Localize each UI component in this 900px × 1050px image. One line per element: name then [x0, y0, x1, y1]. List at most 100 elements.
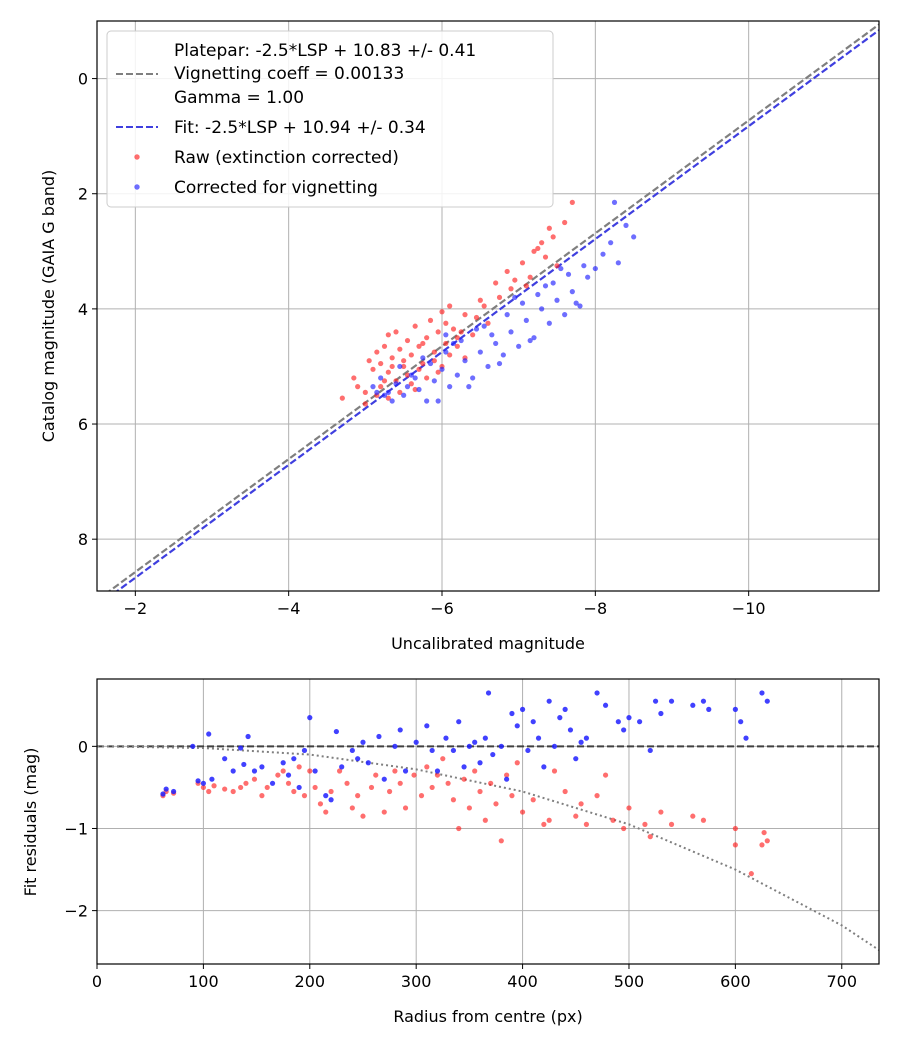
- raw-point: [424, 335, 430, 341]
- x-tick-label: 100: [188, 972, 219, 991]
- legend-corrected-label: Corrected for vignetting: [174, 178, 378, 198]
- raw-point: [378, 384, 384, 390]
- raw-residual-point: [434, 772, 441, 778]
- top-axes-frame: [96, 20, 880, 592]
- corrected-residual-point: [280, 760, 286, 766]
- raw-point: [385, 332, 391, 338]
- vignetting-curve: [97, 745, 879, 951]
- corrected-residual-point: [567, 727, 574, 733]
- raw-residual-point: [509, 793, 515, 799]
- corrected-residual-point: [652, 698, 659, 704]
- raw-point: [439, 309, 445, 315]
- raw-point: [420, 340, 426, 347]
- corrected-residual-point: [732, 706, 738, 712]
- top-y-ticks: 0 2 4 6 8: [78, 70, 97, 549]
- corrected-point: [562, 312, 568, 318]
- corrected-point: [408, 372, 414, 378]
- corrected-residual-point: [209, 776, 215, 782]
- corrected-residual-point: [668, 698, 675, 704]
- raw-residual-point: [626, 805, 632, 811]
- corrected-point: [523, 317, 529, 323]
- x-tick-label: −8: [584, 599, 608, 618]
- raw-point: [512, 277, 518, 283]
- raw-residual-point: [360, 813, 366, 819]
- raw-residual-point: [328, 788, 334, 795]
- legend-platepar-label: Platepar: -2.5*LSP + 10.83 +/- 0.41: [174, 41, 476, 61]
- bottom-x-ticks: 0 100 200 300 400 500 600 700: [92, 964, 857, 991]
- residuals-vs-radius-plot: 0 100 200 300 400 500 600 700 0 −1 −2 Radius from…: [21, 678, 880, 1026]
- x-tick-label: −2: [124, 599, 148, 618]
- corrected-point: [458, 337, 464, 344]
- corrected-point: [577, 303, 583, 309]
- raw-point: [554, 263, 560, 269]
- corrected-point: [420, 355, 426, 361]
- bottom-axes-frame: [96, 678, 880, 965]
- raw-point: [550, 234, 556, 240]
- corrected-point: [424, 398, 430, 404]
- raw-point: [450, 326, 457, 332]
- corrected-residual-point: [743, 735, 749, 741]
- corrected-residual-point: [700, 698, 707, 704]
- corrected-residual-point: [498, 743, 504, 749]
- raw-point: [431, 349, 437, 355]
- raw-point: [493, 280, 499, 286]
- corrected-residual-point: [230, 768, 236, 774]
- corrected-point: [527, 337, 533, 344]
- raw-point: [404, 337, 411, 344]
- corrected-residual-point: [376, 733, 382, 740]
- corrected-residual-point: [171, 788, 177, 795]
- corrected-point: [397, 363, 403, 370]
- y-tick-label: −1: [64, 819, 88, 838]
- corrected-point: [374, 389, 380, 395]
- corrected-point: [611, 199, 618, 205]
- raw-residual-point: [610, 817, 616, 823]
- raw-point: [508, 286, 514, 292]
- raw-residual-point: [519, 809, 526, 815]
- raw-point: [523, 283, 529, 289]
- raw-residual-point: [498, 838, 504, 844]
- raw-residual-point: [200, 784, 206, 791]
- legend-raw-marker: [134, 154, 140, 160]
- top-scatter-points: [339, 199, 637, 407]
- raw-point: [362, 401, 368, 407]
- magnitude-calibration-plot: −2 −4 −6 −8 −10 0 2 4 6 8 Uncalibrated magnitude…: [39, 20, 880, 653]
- bottom-y-axis-label: Fit residuals (mag): [21, 748, 40, 897]
- corrected-point: [370, 384, 376, 390]
- raw-residual-point: [336, 768, 343, 774]
- corrected-residual-point: [477, 760, 483, 766]
- corrected-residual-point: [349, 747, 355, 754]
- raw-residual-point: [621, 825, 627, 832]
- raw-residual-point: [551, 768, 558, 774]
- corrected-point: [462, 358, 468, 364]
- corrected-residual-point: [434, 768, 441, 774]
- raw-residual-point: [440, 756, 446, 762]
- raw-residual-point: [562, 788, 568, 795]
- raw-residual-point: [392, 768, 398, 774]
- raw-residual-point: [211, 783, 217, 789]
- raw-residual-point: [222, 786, 228, 792]
- raw-point: [562, 219, 568, 226]
- raw-point: [362, 389, 368, 395]
- corrected-point: [412, 375, 418, 381]
- raw-point: [531, 248, 537, 254]
- corrected-residual-point: [530, 719, 536, 725]
- corrected-residual-point: [541, 764, 547, 770]
- raw-residual-point: [238, 784, 244, 791]
- corrected-residual-point: [490, 751, 496, 758]
- raw-residual-point: [450, 797, 457, 803]
- corrected-point: [542, 283, 549, 289]
- raw-residual-point: [275, 772, 281, 778]
- raw-residual-point: [732, 842, 738, 848]
- corrected-point: [535, 291, 541, 298]
- raw-residual-point: [668, 821, 675, 827]
- raw-point: [389, 363, 395, 370]
- raw-point: [496, 294, 503, 300]
- corrected-point: [381, 392, 388, 398]
- corrected-residual-point: [621, 727, 627, 733]
- y-tick-label: 4: [78, 300, 88, 319]
- raw-residual-point: [264, 784, 270, 791]
- corrected-residual-point: [259, 764, 265, 770]
- raw-residual-point: [573, 813, 579, 819]
- corrected-residual-point: [546, 698, 552, 704]
- raw-point: [408, 381, 414, 387]
